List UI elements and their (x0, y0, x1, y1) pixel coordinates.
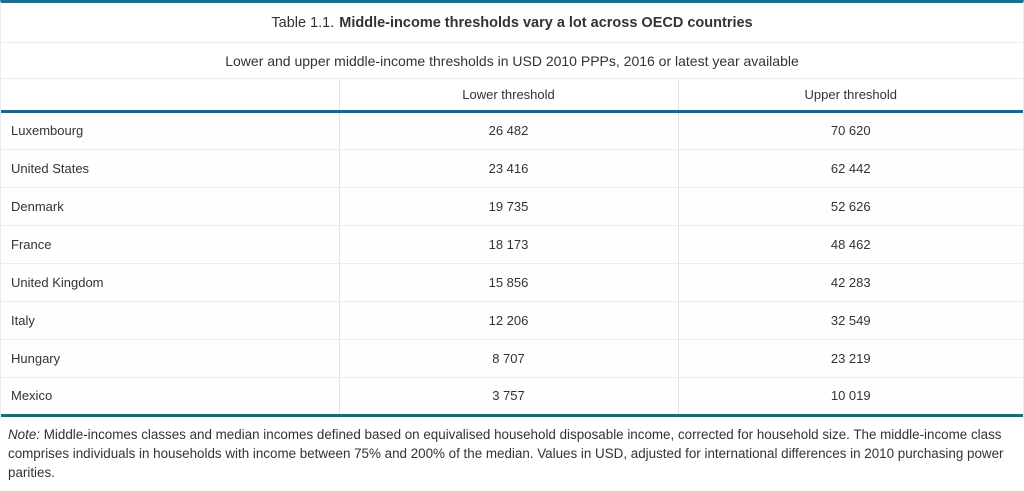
table-subtitle: Lower and upper middle-income thresholds… (1, 43, 1023, 79)
table-row: Italy 12 206 32 549 (1, 301, 1023, 340)
table-title: Table 1.1. Middle-income thresholds vary… (1, 3, 1023, 43)
upper-threshold-cell: 10 019 (677, 377, 1023, 417)
lower-threshold-cell: 18 173 (338, 225, 678, 264)
country-cell: United States (1, 149, 339, 188)
lower-threshold-cell: 19 735 (338, 187, 678, 226)
note-text: Middle-incomes classes and median income… (8, 426, 1004, 480)
note-label: Note: (8, 426, 41, 442)
country-cell: United Kingdom (1, 263, 339, 302)
table-row: Mexico 3 757 10 019 (1, 377, 1023, 417)
upper-threshold-cell: 62 442 (677, 149, 1023, 188)
upper-threshold-cell: 32 549 (677, 301, 1023, 340)
table-row: France 18 173 48 462 (1, 225, 1023, 264)
lower-threshold-cell: 3 757 (338, 377, 678, 417)
table-row: Luxembourg 26 482 70 620 (1, 111, 1023, 150)
thresholds-table-block: Table 1.1. Middle-income thresholds vary… (0, 0, 1024, 417)
country-cell: Mexico (1, 377, 339, 417)
lower-threshold-cell: 23 416 (338, 149, 678, 188)
table-row: Hungary 8 707 23 219 (1, 339, 1023, 378)
country-cell: Denmark (1, 187, 339, 226)
upper-threshold-cell: 52 626 (677, 187, 1023, 226)
table-row: Denmark 19 735 52 626 (1, 187, 1023, 226)
table-row: United States 23 416 62 442 (1, 149, 1023, 188)
upper-threshold-cell: 70 620 (677, 111, 1023, 150)
lower-threshold-cell: 12 206 (338, 301, 678, 340)
column-header-lower-threshold: Lower threshold (338, 79, 678, 113)
table-title-prefix: Table 1.1. (271, 14, 335, 31)
upper-threshold-cell: 42 283 (677, 263, 1023, 302)
upper-threshold-cell: 23 219 (677, 339, 1023, 378)
table-header-row: Lower threshold Upper threshold (1, 79, 1023, 113)
thresholds-table: Lower threshold Upper threshold Luxembou… (1, 79, 1023, 417)
country-cell: Italy (1, 301, 339, 340)
country-cell: France (1, 225, 339, 264)
table-row: United Kingdom 15 856 42 283 (1, 263, 1023, 302)
column-header-upper-threshold: Upper threshold (677, 79, 1023, 113)
lower-threshold-cell: 26 482 (338, 111, 678, 150)
table-note: Note: Middle-incomes classes and median … (0, 425, 1024, 482)
lower-threshold-cell: 15 856 (338, 263, 678, 302)
table-title-main: Middle-income thresholds vary a lot acro… (339, 14, 753, 31)
upper-threshold-cell: 48 462 (677, 225, 1023, 264)
lower-threshold-cell: 8 707 (338, 339, 678, 378)
country-cell: Luxembourg (1, 111, 339, 150)
country-cell: Hungary (1, 339, 339, 378)
column-header-country (1, 79, 339, 113)
